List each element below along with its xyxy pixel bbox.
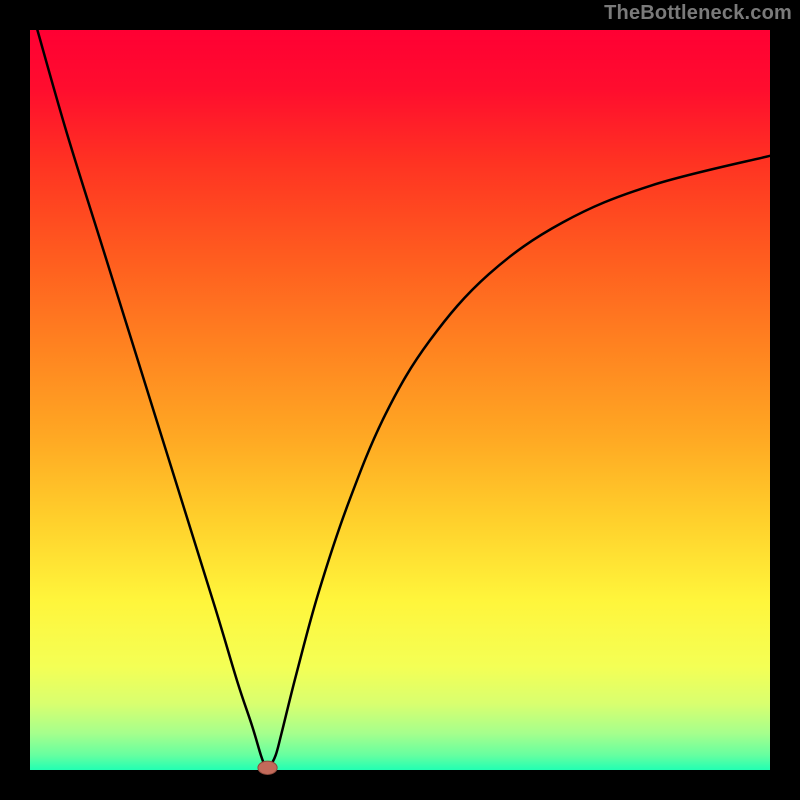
chart-container: TheBottleneck.com [0, 0, 800, 800]
bottleneck-chart [0, 0, 800, 800]
minimum-marker [258, 761, 277, 774]
watermark-text: TheBottleneck.com [604, 2, 792, 25]
plot-background [30, 30, 770, 770]
